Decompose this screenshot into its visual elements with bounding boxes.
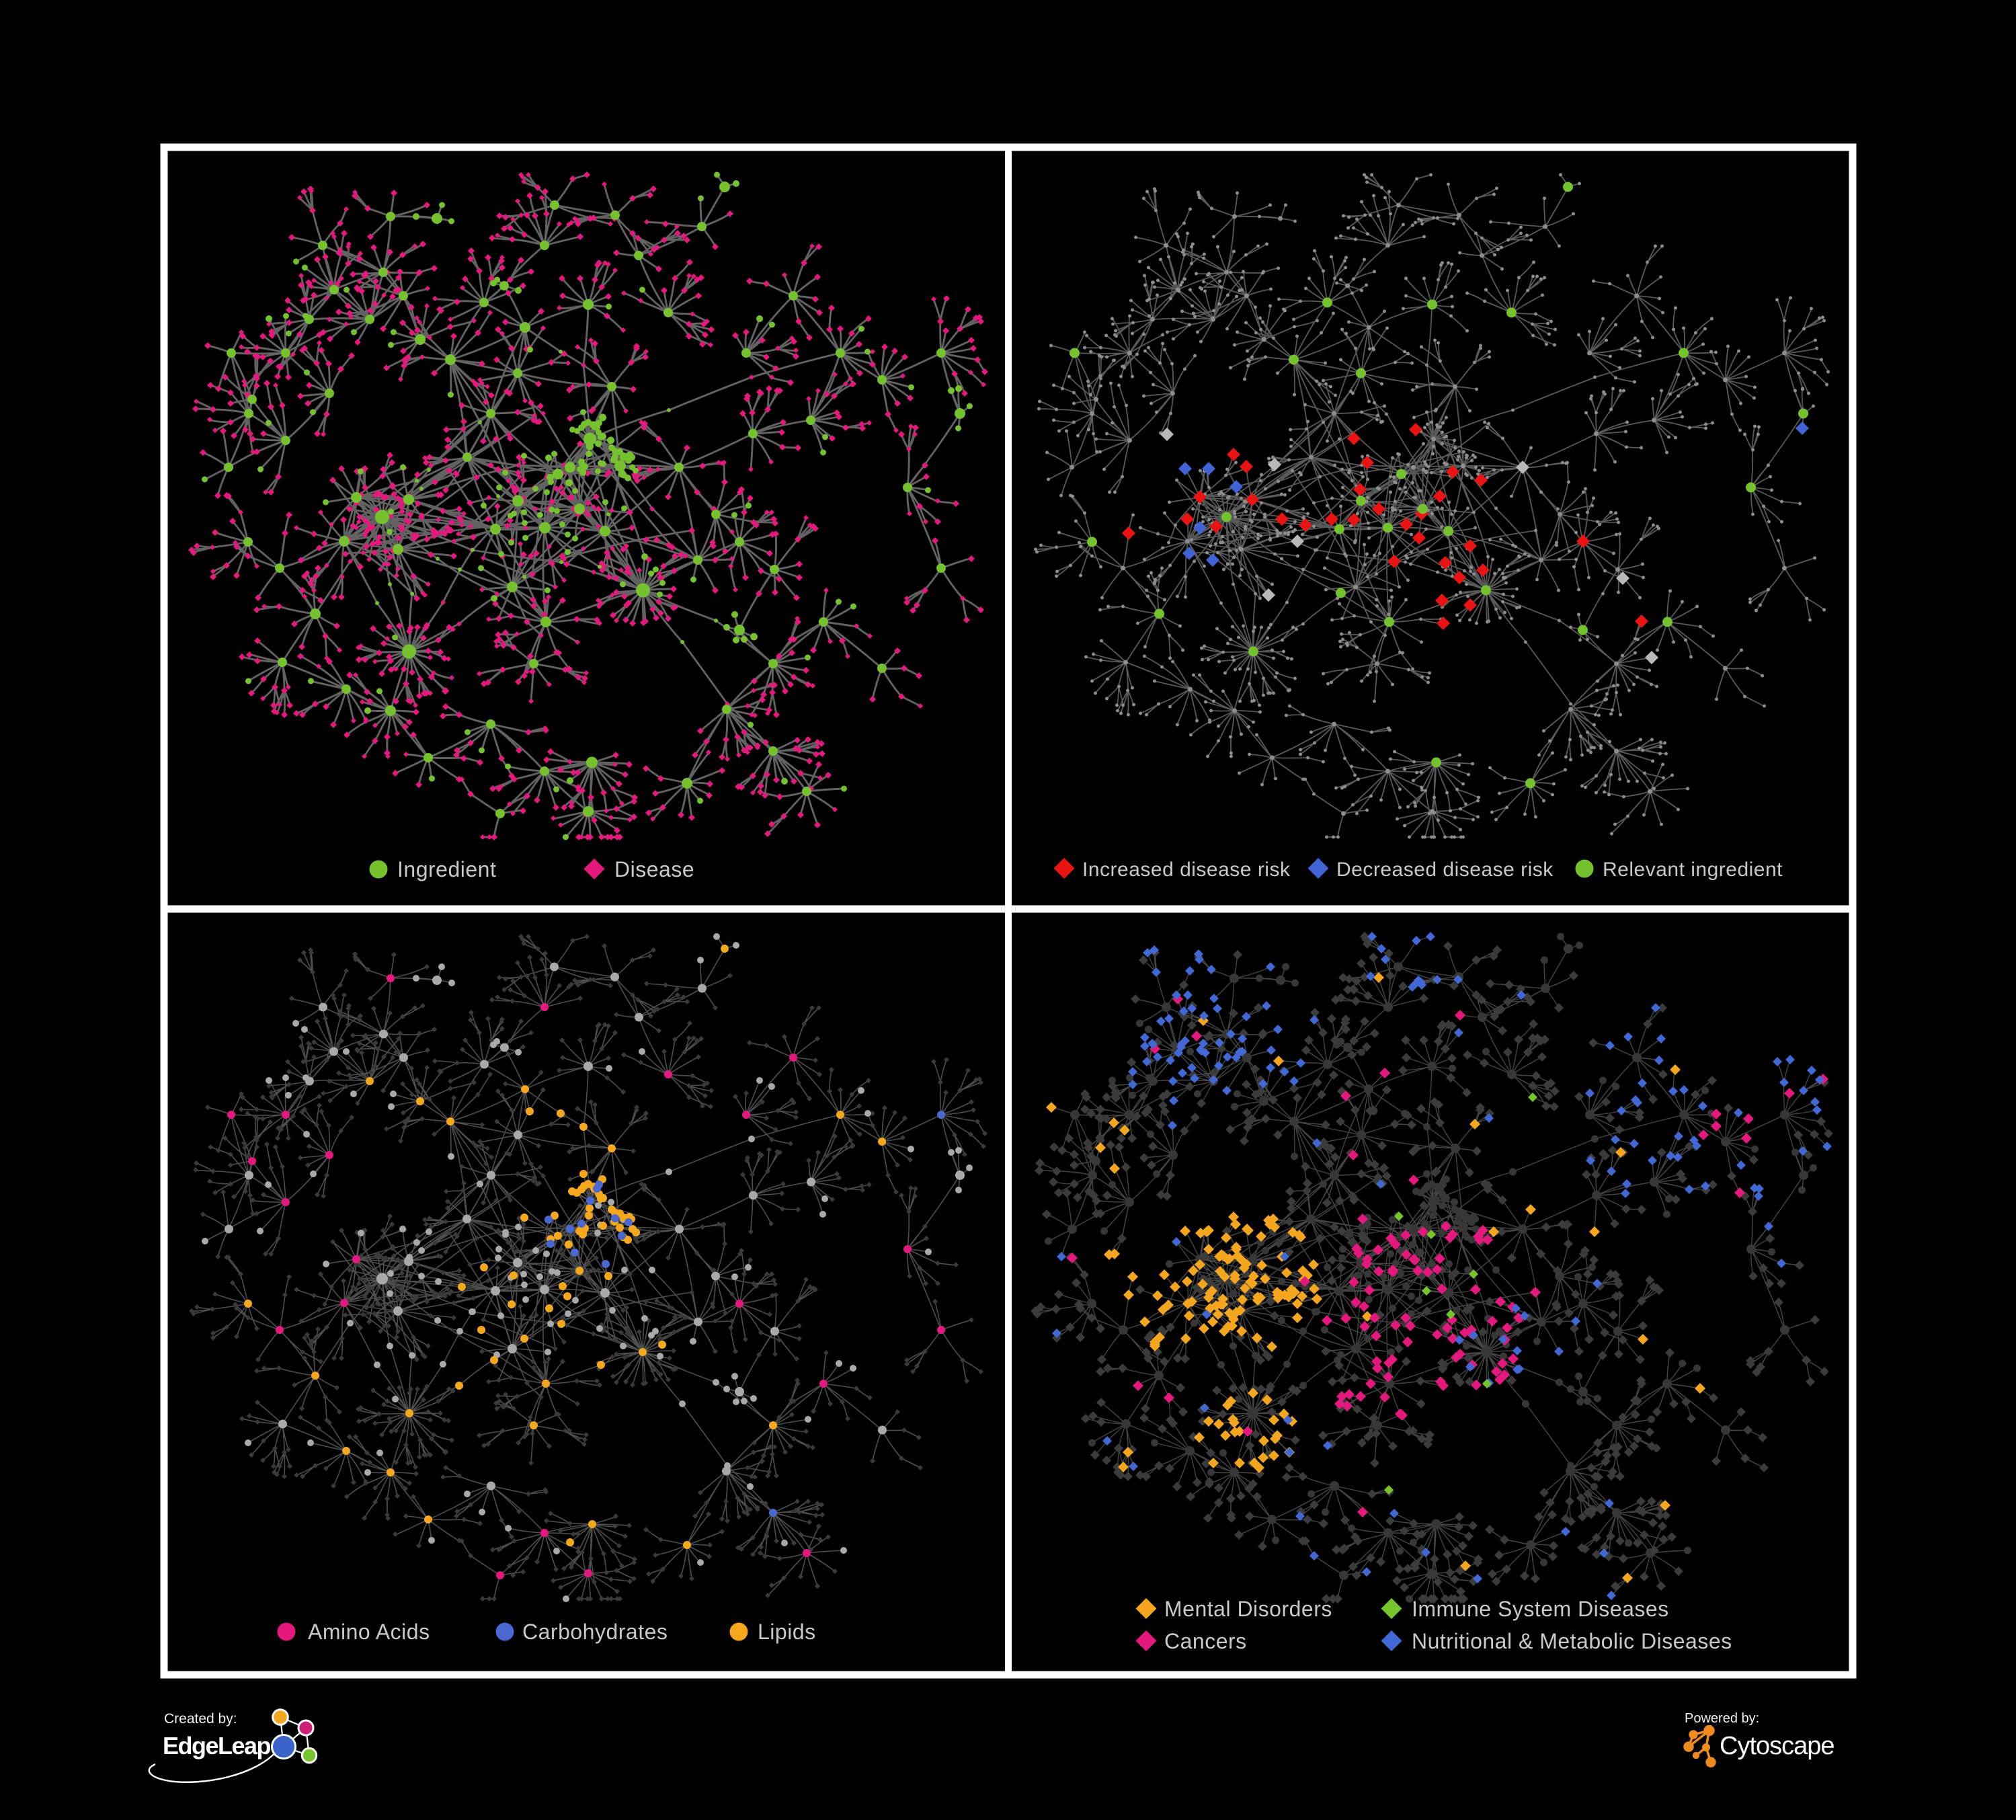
svg-text:Nutritional & Metabolic Diseas: Nutritional & Metabolic Diseases [1412, 1629, 1732, 1653]
svg-text:Amino Acids: Amino Acids [308, 1620, 430, 1644]
svg-text:Decreased disease risk: Decreased disease risk [1336, 859, 1554, 881]
svg-text:Immune System Diseases: Immune System Diseases [1412, 1597, 1669, 1621]
svg-text:Cancers: Cancers [1164, 1629, 1247, 1653]
svg-text:Relevant ingredient: Relevant ingredient [1603, 859, 1783, 881]
svg-text:Mental Disorders: Mental Disorders [1164, 1597, 1332, 1621]
svg-text:Ingredient: Ingredient [397, 857, 496, 881]
svg-text:Increased disease risk: Increased disease risk [1082, 859, 1291, 881]
svg-text:Carbohydrates: Carbohydrates [522, 1620, 668, 1644]
svg-text:Created by:: Created by: [164, 1711, 237, 1727]
svg-text:Disease: Disease [614, 857, 694, 881]
svg-text:EdgeLeap: EdgeLeap [163, 1732, 271, 1759]
svg-text:Lipids: Lipids [758, 1620, 816, 1644]
svg-text:Powered by:: Powered by: [1685, 1711, 1759, 1726]
svg-text:Cytoscape: Cytoscape [1720, 1732, 1834, 1760]
